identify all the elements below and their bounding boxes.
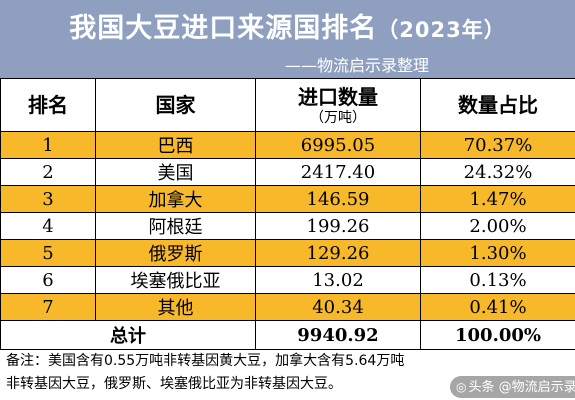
title-banner: 我国大豆进口来源国排名（2023年） ——物流启示录整理 <box>0 0 575 78</box>
table-row: 1 巴西 6995.05 70.37% <box>0 131 575 159</box>
title-year: （2023年） <box>377 18 506 42</box>
table-row: 5 俄罗斯 129.26 1.30% <box>0 239 575 267</box>
toutiao-icon: ◎ <box>456 380 467 394</box>
page-title: 我国大豆进口来源国排名（2023年） <box>0 6 575 45</box>
cell-volume: 199.26 <box>255 212 421 240</box>
total-row: 总计 9940.92 100.00% <box>0 320 575 350</box>
table-row: 4 阿根廷 199.26 2.00% <box>0 212 575 240</box>
table-row: 2 美国 2417.40 24.32% <box>0 158 575 186</box>
cell-country: 巴西 <box>95 131 256 159</box>
total-share: 100.00% <box>420 320 575 350</box>
total-label: 总计 <box>0 320 256 350</box>
cell-share: 0.41% <box>420 293 575 321</box>
cell-share: 1.30% <box>420 239 575 267</box>
header-volume: 进口数量 （万吨） <box>255 78 421 132</box>
cell-volume: 146.59 <box>255 185 421 213</box>
table-row: 6 埃塞俄比亚 13.02 0.13% <box>0 266 575 294</box>
header-share: 数量占比 <box>420 78 575 132</box>
cell-share: 1.47% <box>420 185 575 213</box>
footnote-line-1: 备注：美国含有0.55万吨非转基因黄大豆，加拿大含有5.64万吨 <box>6 353 405 369</box>
watermark: ◎ 头条 @物流启示录 <box>450 376 575 398</box>
cell-country: 俄罗斯 <box>95 239 256 267</box>
cell-rank: 4 <box>0 212 96 240</box>
header-country: 国家 <box>95 78 256 132</box>
cell-country: 美国 <box>95 158 256 186</box>
watermark-text: 头条 @物流启示录 <box>468 380 575 395</box>
cell-volume: 13.02 <box>255 266 421 294</box>
import-table: 排名 国家 进口数量 （万吨） 数量占比 1 巴西 6995.05 70.37% … <box>0 78 575 350</box>
cell-rank: 2 <box>0 158 96 186</box>
header-volume-unit: （万吨） <box>310 110 366 126</box>
cell-country: 阿根廷 <box>95 212 256 240</box>
cell-volume: 129.26 <box>255 239 421 267</box>
total-volume: 9940.92 <box>255 320 421 350</box>
footnote-line-2: 非转基因大豆，俄罗斯、埃塞俄比亚为非转基因大豆。 <box>6 376 342 392</box>
cell-share: 2.00% <box>420 212 575 240</box>
cell-share: 24.32% <box>420 158 575 186</box>
cell-country: 加拿大 <box>95 185 256 213</box>
cell-volume: 6995.05 <box>255 131 421 159</box>
table-row: 3 加拿大 146.59 1.47% <box>0 185 575 213</box>
cell-rank: 6 <box>0 266 96 294</box>
cell-country: 其他 <box>95 293 256 321</box>
cell-rank: 1 <box>0 131 96 159</box>
header-rank: 排名 <box>0 78 96 132</box>
cell-rank: 3 <box>0 185 96 213</box>
table-header-row: 排名 国家 进口数量 （万吨） 数量占比 <box>0 78 575 132</box>
cell-share: 70.37% <box>420 131 575 159</box>
table-row: 7 其他 40.34 0.41% <box>0 293 575 321</box>
source-credit: ——物流启示录整理 <box>285 56 430 75</box>
cell-rank: 7 <box>0 293 96 321</box>
cell-rank: 5 <box>0 239 96 267</box>
title-text: 我国大豆进口来源国排名 <box>69 13 378 44</box>
cell-country: 埃塞俄比亚 <box>95 266 256 294</box>
cell-share: 0.13% <box>420 266 575 294</box>
cell-volume: 40.34 <box>255 293 421 321</box>
cell-volume: 2417.40 <box>255 158 421 186</box>
footnote: 备注：美国含有0.55万吨非转基因黄大豆，加拿大含有5.64万吨 非转基因大豆，… <box>6 350 571 396</box>
